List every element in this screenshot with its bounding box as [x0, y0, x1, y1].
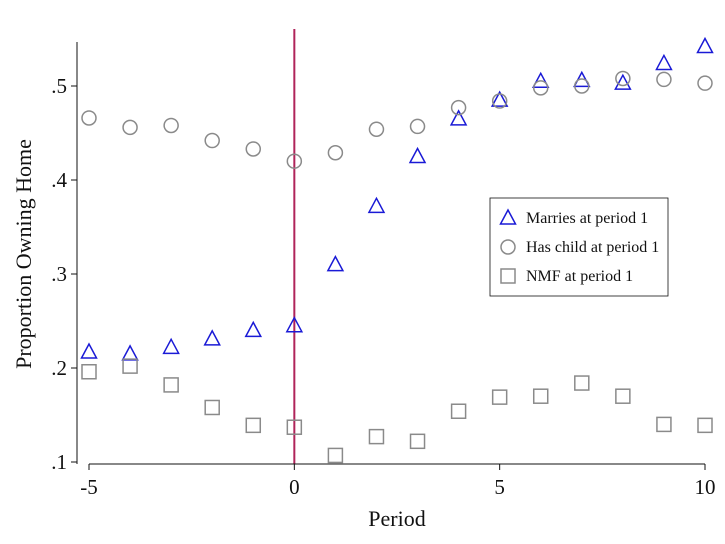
x-tick-label: 0 — [289, 475, 300, 499]
data-point-square — [409, 433, 426, 450]
data-point-circle — [615, 70, 631, 87]
legend-marker-triangle — [499, 208, 517, 225]
data-point-square — [163, 377, 179, 393]
x-axis-title: Period — [368, 506, 425, 531]
data-point-circle — [491, 93, 508, 109]
data-point-square — [81, 364, 97, 380]
data-point-square — [491, 389, 508, 405]
data-point-circle — [81, 110, 97, 126]
data-point-triangle — [449, 109, 468, 126]
data-point-triangle — [367, 196, 386, 214]
x-tick-label: -5 — [80, 475, 98, 499]
y-tick-label: .3 — [51, 262, 67, 286]
data-point-square — [122, 358, 138, 374]
series-square — [81, 358, 713, 464]
x-ticks: -5 0 5 10 — [80, 464, 716, 499]
data-point-circle — [163, 117, 179, 134]
data-point-triangle — [408, 146, 427, 164]
data-point-triangle — [244, 320, 263, 338]
data-point-square — [615, 388, 631, 404]
y-tick-label: .2 — [51, 356, 67, 380]
data-point-square — [656, 416, 672, 433]
data-point-circle — [532, 80, 549, 96]
x-tick-label: 10 — [695, 475, 716, 499]
series-circle — [81, 70, 713, 169]
data-point-triangle — [490, 90, 509, 107]
data-point-triangle — [614, 73, 632, 90]
data-point-circle — [656, 71, 672, 88]
y-tick-label: .1 — [51, 450, 67, 474]
data-point-circle — [409, 118, 426, 135]
data-point-circle — [368, 121, 385, 137]
data-point-triangle — [285, 316, 304, 333]
data-point-circle — [245, 141, 262, 157]
data-point-triangle — [655, 53, 673, 71]
data-point-square — [574, 375, 590, 391]
data-point-square — [286, 419, 303, 435]
data-point-circle — [450, 99, 467, 116]
x-tick-label: 5 — [494, 475, 505, 499]
legend: Marries at period 1 Has child at period 1… — [489, 197, 669, 297]
data-point-triangle — [80, 342, 98, 359]
y-tick-label: .5 — [51, 74, 67, 98]
data-point-square — [450, 403, 467, 419]
data-point-circle — [122, 119, 138, 136]
data-point-triangle — [696, 36, 714, 54]
y-tick-label: .4 — [51, 168, 67, 192]
legend-label: Has child at period 1 — [526, 239, 659, 256]
data-point-circle — [697, 75, 713, 91]
legend-label: NMF at period 1 — [526, 268, 633, 285]
data-point-circle — [327, 144, 344, 161]
data-point-square — [245, 417, 262, 434]
plot-area — [80, 29, 714, 464]
data-point-circle — [574, 78, 590, 94]
y-axis-title: Proportion Owning Home — [11, 139, 36, 369]
data-point-circle — [204, 132, 220, 149]
legend-label: Marries at period 1 — [526, 210, 648, 227]
data-point-triangle — [203, 329, 221, 346]
axes: .1 .2 .3 .4 .5 -5 0 5 10 Period Proportion Owni… — [11, 42, 716, 531]
legend-marker-square — [500, 268, 516, 284]
data-point-triangle — [531, 71, 550, 89]
data-point-square — [368, 428, 385, 445]
data-point-square — [204, 399, 220, 416]
data-point-triangle — [162, 337, 180, 355]
legend-box — [489, 197, 669, 297]
legend-marker-circle — [500, 239, 516, 255]
data-point-square — [697, 417, 713, 434]
data-point-square — [327, 447, 344, 464]
data-point-triangle — [121, 344, 139, 361]
data-point-circle — [286, 153, 303, 169]
data-point-triangle — [326, 255, 345, 272]
data-point-square — [532, 388, 549, 404]
y-ticks: .1 .2 .3 .4 .5 — [51, 74, 77, 474]
